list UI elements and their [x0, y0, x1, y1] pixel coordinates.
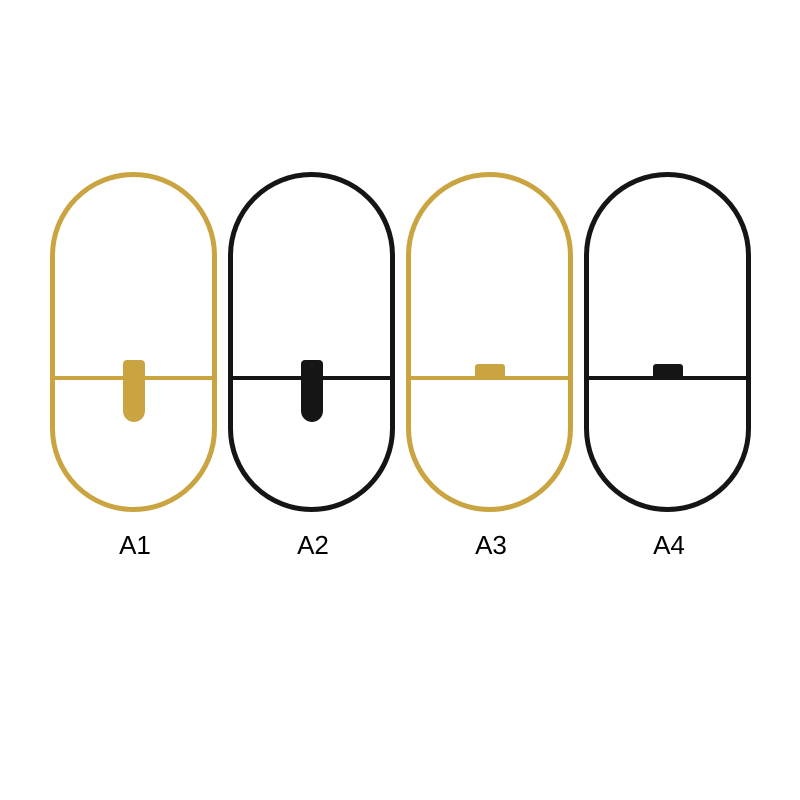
- product-variant-grid: A1 A2 A3 A4: [0, 0, 800, 800]
- variant-label: A2: [278, 530, 348, 561]
- oval-frame: [584, 172, 751, 512]
- variant-label: A1: [100, 530, 170, 561]
- oval-frame: [50, 172, 217, 512]
- candle-tube: [301, 360, 323, 422]
- variant-label: A4: [634, 530, 704, 561]
- candle-tube: [123, 360, 145, 422]
- variant-label: A3: [456, 530, 526, 561]
- oval-frame: [228, 172, 395, 512]
- tealight-cup: [475, 364, 505, 378]
- oval-frame: [406, 172, 573, 512]
- tealight-cup: [653, 364, 683, 378]
